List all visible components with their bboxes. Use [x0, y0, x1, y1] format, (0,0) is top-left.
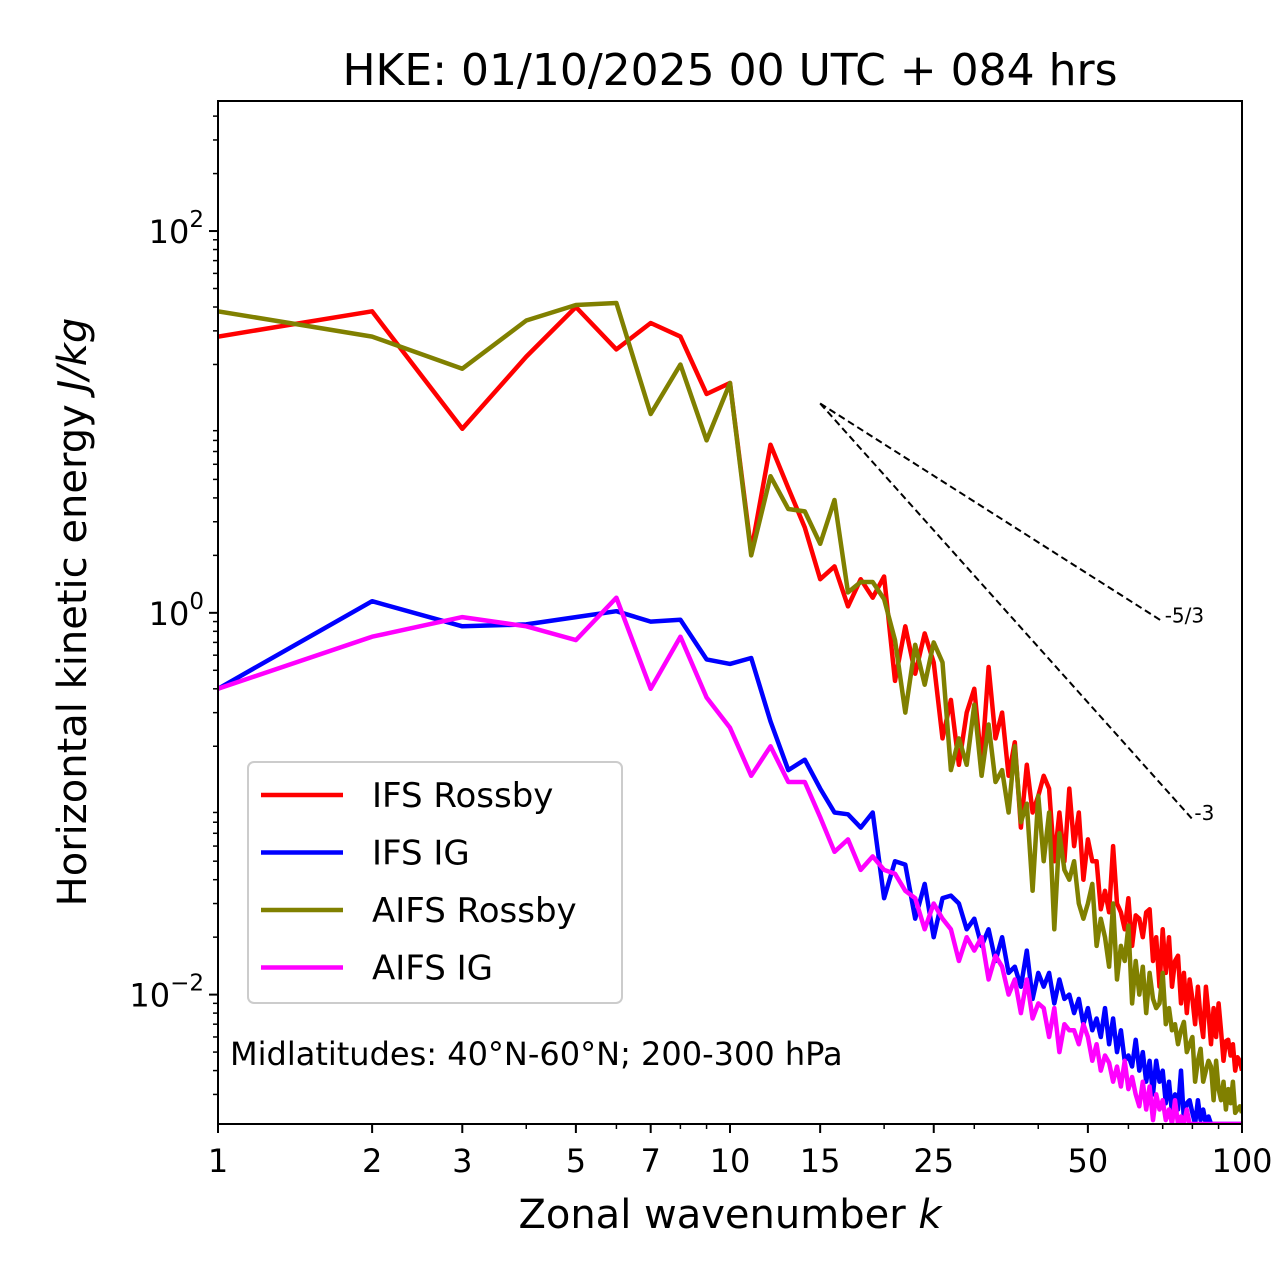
legend-label-aifs-ig: AIFS IG	[372, 949, 493, 989]
x-tick-label: 100	[1211, 1142, 1272, 1180]
y-tick-label: 102	[149, 207, 204, 251]
x-tick-label: 50	[1068, 1142, 1109, 1180]
y-axis-label-text: Horizontal kinetic energy	[50, 404, 96, 906]
legend-label-ifs-ig: IFS IG	[372, 834, 470, 874]
x-tick-label: 10	[710, 1142, 751, 1180]
x-axis-label-var: k	[918, 1192, 943, 1238]
legend-label-ifs-rossby: IFS Rossby	[372, 776, 553, 816]
x-tick-label: 1	[208, 1142, 228, 1180]
reference-slope-line	[819, 402, 1164, 623]
chart-title: HKE: 01/10/2025 00 UTC + 084 hrs	[342, 45, 1117, 96]
reference-slope-label: -3	[1194, 801, 1214, 825]
x-tick-label: 3	[452, 1142, 472, 1180]
x-tick-label: 15	[800, 1142, 841, 1180]
x-tick-label: 7	[641, 1142, 661, 1180]
x-axis-label-text: Zonal wavenumber	[518, 1192, 906, 1238]
y-axis-ticks: 102 100 10−2	[129, 207, 218, 1015]
x-axis-label: Zonal wavenumber k	[518, 1192, 943, 1238]
series-line-aifs-rossby	[218, 300, 1242, 1116]
plot-frame	[217, 100, 1243, 1125]
legend: IFS Rossby IFS IG AIFS Rossby AIFS IG	[247, 761, 623, 1004]
series-layer	[218, 300, 1242, 1124]
series-line-aifs-ig	[218, 595, 1242, 1124]
y-tick-label: 10−2	[129, 971, 204, 1015]
legend-label-aifs-rossby: AIFS Rossby	[372, 891, 577, 931]
x-tick-label: 5	[566, 1142, 586, 1180]
series-line-ifs-ig	[218, 598, 1242, 1124]
region-annotation: Midlatitudes: 40°N-60°N; 200-300 hPa	[230, 1035, 843, 1073]
reference-slopes: -5/3 -3	[819, 402, 1214, 825]
series-line-ifs-rossby	[218, 304, 1242, 1073]
x-axis-ticks: 1 2 3 5 7 10 15 25 50 100	[208, 1124, 1273, 1180]
reference-slope-label: -5/3	[1165, 604, 1204, 628]
reference-slope-line	[819, 402, 1194, 820]
legend-box	[247, 761, 623, 1004]
x-tick-label: 25	[913, 1142, 954, 1180]
y-tick-label: 100	[149, 589, 204, 633]
y-axis-label: Horizontal kinetic energy J/kg	[50, 318, 96, 907]
x-tick-label: 2	[362, 1142, 382, 1180]
y-axis-label-units: J/kg	[50, 318, 96, 399]
